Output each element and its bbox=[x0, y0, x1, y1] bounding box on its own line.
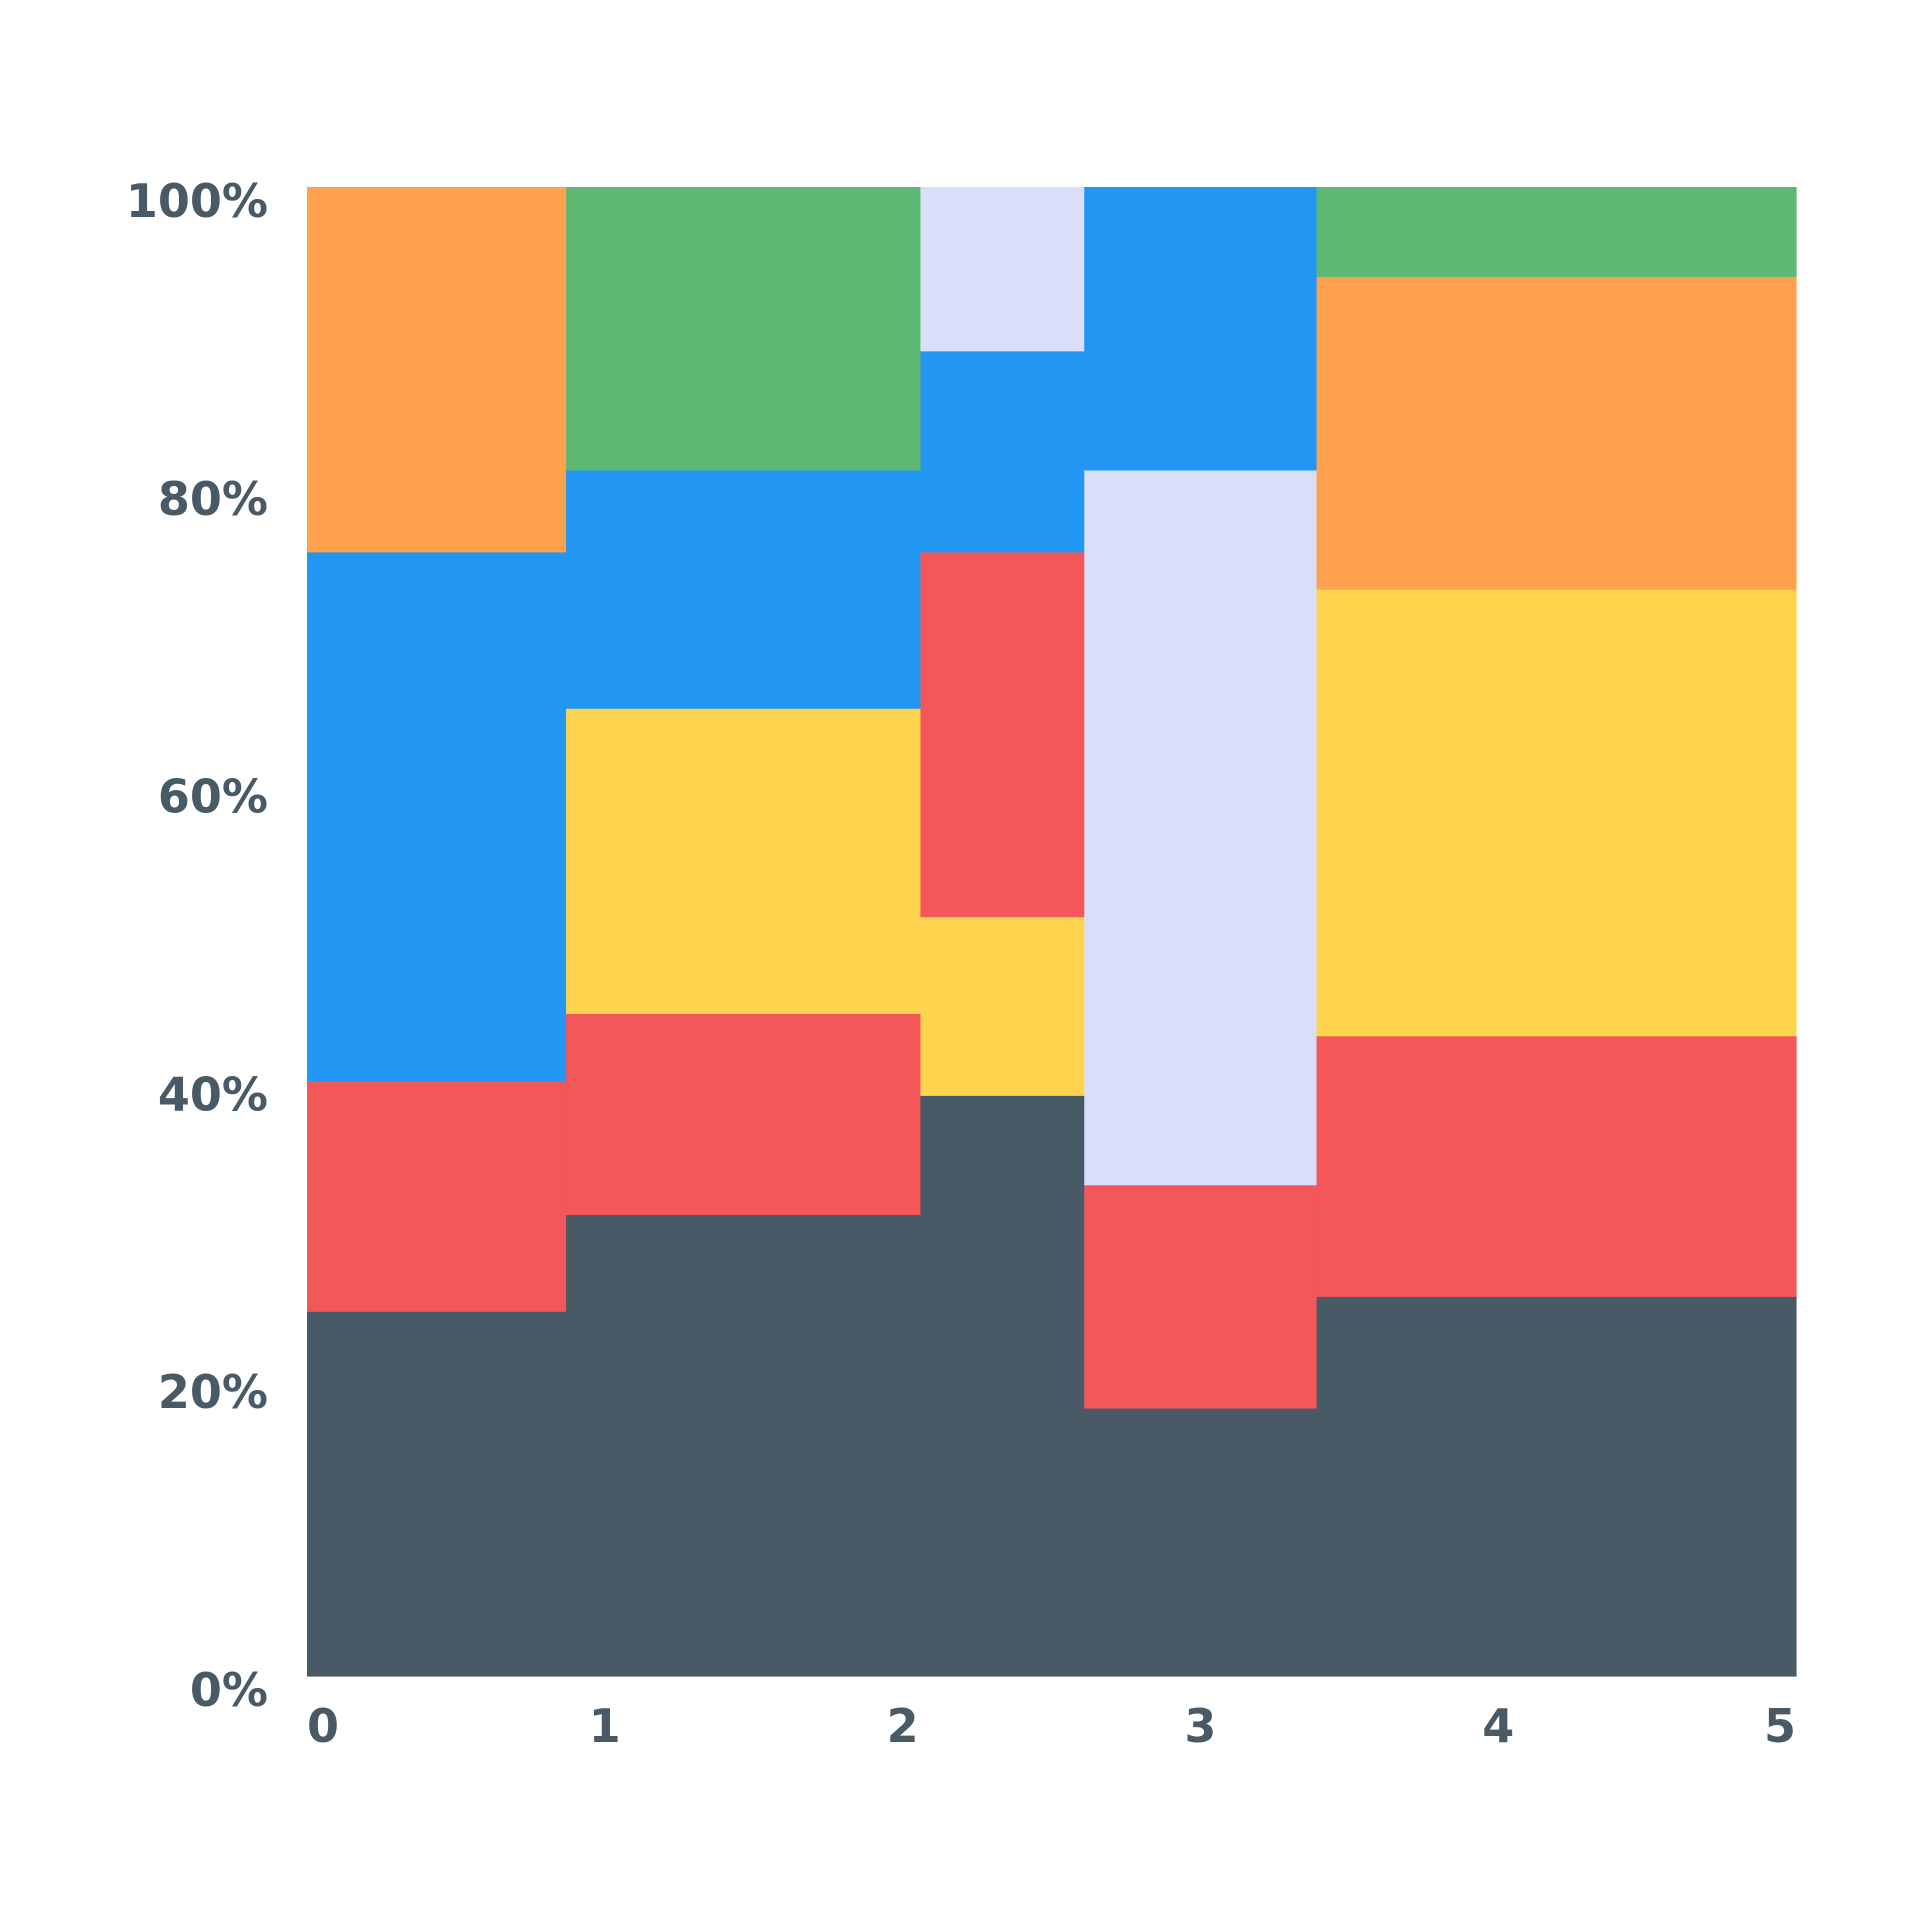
bar-segment-col4-yellow bbox=[1316, 589, 1797, 1037]
bar-segment-col2-slate bbox=[920, 1095, 1085, 1677]
bar-segment-col2-blue bbox=[920, 350, 1085, 553]
bar-segment-col0-red bbox=[307, 1080, 567, 1312]
y-tick-label: 0% bbox=[190, 1663, 268, 1717]
x-tick-label: 5 bbox=[1764, 1699, 1796, 1753]
x-tick-label: 3 bbox=[1184, 1699, 1216, 1753]
bar-segment-col3-lavender bbox=[1084, 469, 1318, 1186]
bar-segment-col1-yellow bbox=[566, 708, 922, 1014]
bar-segment-col1-slate bbox=[566, 1214, 922, 1677]
bar-segment-col4-slate bbox=[1316, 1296, 1797, 1677]
bar-segment-col3-slate bbox=[1084, 1407, 1318, 1677]
bar-segment-col0-orange bbox=[307, 187, 567, 553]
y-tick-label: 60% bbox=[158, 770, 268, 824]
bar-segment-col1-green bbox=[566, 187, 922, 471]
bar-segment-col2-lavender bbox=[920, 187, 1085, 352]
bar-segment-col4-green bbox=[1316, 187, 1797, 277]
y-axis: 0% 20% 40% 60% 80% 100% bbox=[126, 174, 268, 1717]
bar-segment-col1-blue bbox=[566, 469, 922, 709]
bar-segment-col2-yellow bbox=[920, 916, 1085, 1096]
bars-group bbox=[307, 187, 1797, 1677]
x-tick-label: 1 bbox=[589, 1699, 621, 1753]
y-tick-label: 80% bbox=[158, 472, 268, 526]
bar-segment-col3-red bbox=[1084, 1184, 1318, 1409]
bar-segment-col0-slate bbox=[307, 1311, 567, 1677]
y-tick-label: 40% bbox=[158, 1067, 268, 1121]
bar-segment-col4-orange bbox=[1316, 276, 1797, 590]
y-tick-label: 20% bbox=[158, 1365, 268, 1419]
x-axis: 0 1 2 3 4 5 bbox=[307, 1699, 1796, 1753]
y-tick-label: 100% bbox=[126, 174, 268, 228]
bar-segment-col3-blue bbox=[1084, 187, 1318, 471]
bar-segment-col1-red bbox=[566, 1013, 922, 1216]
bar-segment-col0-blue bbox=[307, 551, 567, 1081]
bar-segment-col4-red bbox=[1316, 1035, 1797, 1297]
bar-segment-col2-red bbox=[920, 551, 1085, 918]
x-tick-label: 4 bbox=[1482, 1699, 1514, 1753]
x-tick-label: 2 bbox=[887, 1699, 919, 1753]
x-tick-label: 0 bbox=[307, 1699, 339, 1753]
